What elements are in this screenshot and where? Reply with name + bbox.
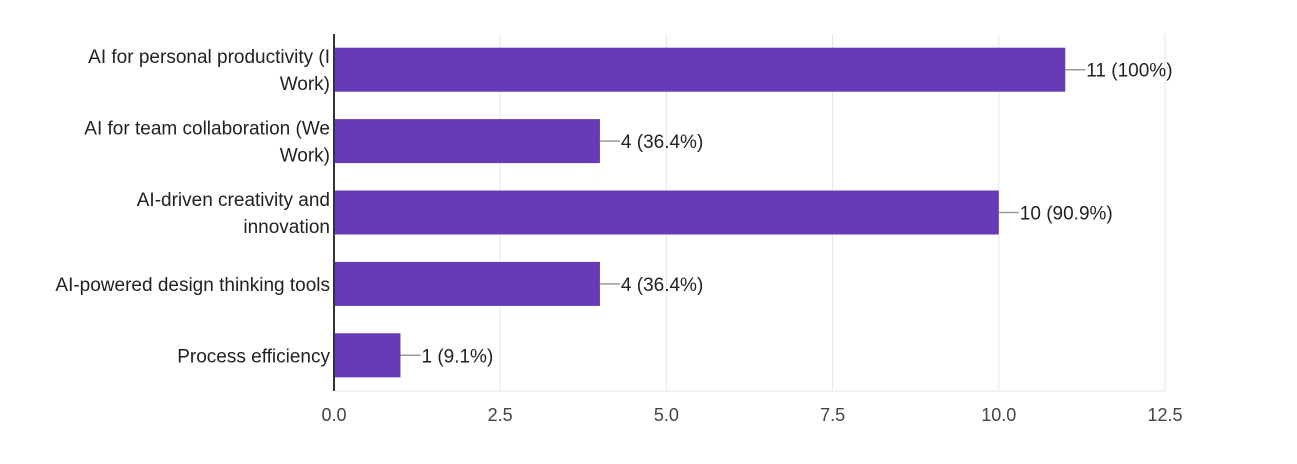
data-label: 1 (9.1%) [421,346,493,367]
bar [334,333,401,378]
data-label: 4 (36.4%) [621,275,703,296]
category-label-line: AI for team collaboration (We [84,119,330,140]
category-label-line: Work) [280,146,330,167]
axes [333,34,1165,392]
x-tick-label: 12.5 [1147,405,1182,425]
category-label-line: Work) [280,74,330,95]
bars [334,47,1066,378]
x-tick-label: 7.5 [820,405,845,425]
category-label: AI for personal productivity (I Work) [88,47,330,95]
labels: 0.0 2.5 5.0 7.5 10.0 12.5 11 (100%) AI for pers… [55,47,1182,425]
x-tick-label: 2.5 [488,405,513,425]
bar [334,261,600,306]
category-label-line: AI-driven creativity and [137,190,330,211]
data-label: 11 (100%) [1086,61,1172,82]
category-label-line: AI-powered design thinking tools [55,275,330,296]
data-label: 10 (90.9%) [1020,204,1113,225]
category-label-line: Process efficiency [177,346,330,367]
x-tick-label: 10.0 [981,405,1016,425]
x-tick-label: 5.0 [654,405,679,425]
category-label: AI for team collaboration (We Work) [84,119,330,167]
bar [334,47,1066,92]
category-label: AI-powered design thinking tools [55,275,330,296]
bar [334,119,600,164]
category-label: Process efficiency [177,346,330,367]
category-label-line: AI for personal productivity (I [88,47,330,68]
bar [334,190,999,235]
category-label-line: innovation [243,217,330,238]
data-label: 4 (36.4%) [621,132,703,153]
category-label: AI-driven creativity and innovation [137,190,330,238]
x-tick-label: 0.0 [321,405,346,425]
